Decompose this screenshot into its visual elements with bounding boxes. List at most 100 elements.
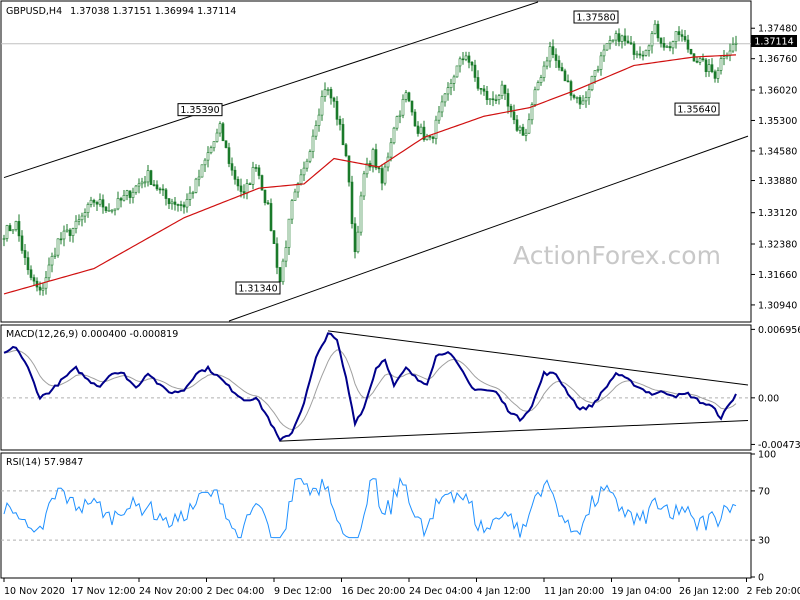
candle-body bbox=[677, 31, 681, 35]
candle-body bbox=[251, 167, 255, 185]
candle-body bbox=[311, 135, 315, 152]
price-annotation-box bbox=[177, 103, 223, 117]
candle bbox=[572, 93, 576, 100]
candle bbox=[587, 83, 591, 105]
candle bbox=[569, 79, 573, 101]
candle bbox=[680, 29, 684, 42]
candle-body bbox=[608, 40, 612, 44]
candle-body bbox=[617, 33, 621, 42]
candle bbox=[308, 149, 312, 164]
candle-body bbox=[467, 55, 471, 63]
candle-body bbox=[524, 132, 528, 136]
candle bbox=[500, 80, 504, 100]
candle-body bbox=[56, 238, 60, 256]
candle bbox=[188, 186, 192, 206]
candle-body bbox=[488, 98, 492, 101]
price-annotation-text: 1.37580 bbox=[576, 13, 615, 24]
candle-body bbox=[560, 67, 564, 72]
price-annotation-box bbox=[674, 102, 720, 116]
candle bbox=[236, 176, 240, 191]
candle-body bbox=[314, 125, 318, 137]
candle bbox=[140, 177, 144, 189]
candle-body bbox=[257, 167, 261, 176]
candle bbox=[218, 121, 222, 137]
candle bbox=[2, 234, 6, 247]
candle bbox=[578, 95, 582, 109]
candle-body bbox=[602, 49, 606, 57]
candle-body bbox=[350, 181, 354, 225]
candle bbox=[467, 51, 471, 69]
candle bbox=[92, 198, 96, 207]
candle-body bbox=[734, 42, 738, 45]
candle bbox=[659, 37, 663, 48]
candle-body bbox=[584, 97, 588, 102]
candle-body bbox=[626, 40, 630, 44]
candle bbox=[575, 96, 579, 104]
candle bbox=[506, 88, 510, 114]
candle bbox=[599, 51, 603, 76]
candle-body bbox=[194, 178, 198, 193]
candle bbox=[20, 230, 24, 254]
candle-body bbox=[464, 55, 468, 60]
candle bbox=[608, 35, 612, 50]
candle-body bbox=[500, 84, 504, 97]
candle-body bbox=[557, 60, 561, 68]
candle-body bbox=[404, 92, 408, 100]
rsi-panel bbox=[1, 476, 751, 541]
chart-header: GBPUSD,H4 1.37038 1.37151 1.36994 1.3711… bbox=[6, 6, 236, 17]
candle-body bbox=[506, 93, 510, 107]
candle bbox=[209, 145, 213, 155]
candle bbox=[443, 93, 447, 107]
candle-body bbox=[62, 230, 66, 240]
candle-body bbox=[248, 183, 252, 185]
candle-body bbox=[98, 199, 102, 205]
candle bbox=[527, 113, 531, 134]
candle bbox=[74, 215, 78, 234]
candle-body bbox=[266, 202, 270, 204]
candle-body bbox=[59, 238, 63, 241]
candle-body bbox=[542, 65, 546, 78]
candle bbox=[347, 155, 351, 187]
price-axis-label: 1.33880 bbox=[758, 176, 797, 187]
candle-body bbox=[47, 264, 51, 279]
candle-body bbox=[545, 60, 549, 67]
candle bbox=[206, 146, 210, 168]
candle bbox=[170, 198, 174, 210]
candle-body bbox=[485, 90, 489, 100]
candle-body bbox=[179, 204, 183, 206]
candle-body bbox=[554, 54, 558, 61]
candle-body bbox=[344, 144, 348, 157]
candle bbox=[713, 69, 717, 83]
candle-body bbox=[707, 64, 711, 72]
candle-body bbox=[32, 277, 36, 282]
candle bbox=[95, 200, 99, 212]
candle bbox=[626, 35, 630, 44]
candle-body bbox=[44, 277, 48, 289]
candle bbox=[566, 74, 570, 83]
candle bbox=[374, 143, 378, 171]
candle-body bbox=[416, 125, 420, 134]
candle bbox=[323, 82, 327, 102]
candle-body bbox=[113, 208, 117, 211]
candle bbox=[533, 86, 537, 107]
candle-body bbox=[263, 189, 267, 203]
candle-body bbox=[494, 99, 498, 101]
candle-body bbox=[593, 70, 597, 77]
candle bbox=[62, 225, 66, 247]
candle bbox=[32, 274, 36, 285]
candle-body bbox=[686, 39, 690, 50]
candle bbox=[341, 118, 345, 146]
candle-body bbox=[389, 142, 393, 158]
candle-body bbox=[50, 256, 54, 266]
candle bbox=[53, 247, 57, 260]
candle bbox=[542, 61, 546, 82]
candle bbox=[143, 175, 147, 188]
candle-body bbox=[572, 95, 576, 98]
candle bbox=[266, 200, 270, 205]
price-annotation-text: 1.31340 bbox=[238, 284, 277, 295]
candle bbox=[731, 37, 735, 53]
candle-body bbox=[341, 124, 345, 146]
candle bbox=[125, 189, 129, 201]
time-axis: 10 Nov 2020 17 Nov 12:00 24 Nov 20:00 2 Dec… bbox=[3, 578, 800, 597]
candle bbox=[293, 188, 297, 201]
